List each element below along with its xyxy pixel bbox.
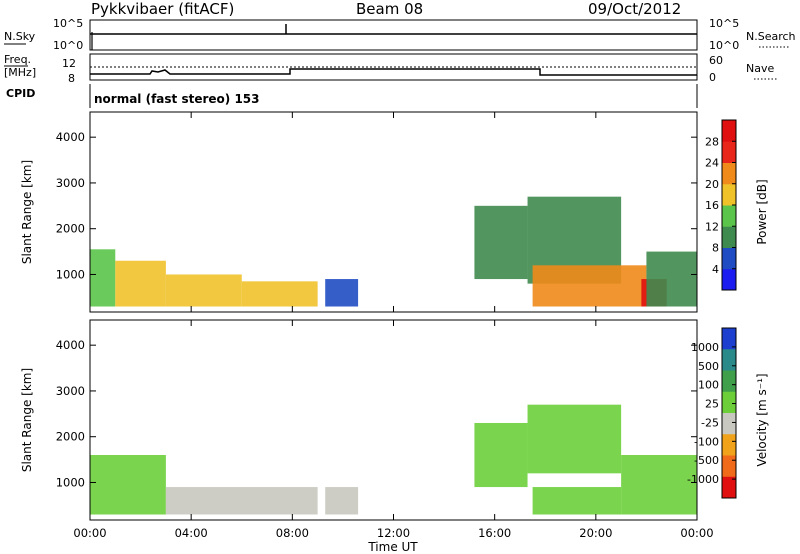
y-tick-label: 4000: [56, 130, 85, 144]
data-region-3: [474, 422, 528, 488]
data-region-5: [532, 487, 622, 515]
x-tick-label: 08:00: [276, 526, 309, 540]
station-title: Pykkvibaer (fitACF): [91, 0, 234, 18]
data-region-4: [325, 279, 359, 307]
colorbar-swatch: [722, 328, 736, 350]
colorbar-swatch: [722, 183, 736, 206]
colorbar-frame: [721, 327, 737, 499]
nave-tick-bottom: 0: [709, 71, 716, 84]
nsearch-tick-bottom: 10^0: [709, 39, 739, 52]
y-tick-label: 2000: [56, 222, 85, 236]
colorbar-tick-label: -1000: [687, 473, 719, 486]
y-tick-label: 3000: [56, 384, 85, 398]
time-xlabel: Time UT: [367, 540, 418, 554]
data-region-0: [90, 455, 166, 515]
nsky-tick-bottom: 10^0: [53, 39, 83, 52]
data-region-4: [527, 404, 622, 474]
freq-tick-top: 12: [62, 57, 76, 70]
colorbar-tick-label: 12: [705, 220, 719, 233]
date-title: 09/Oct/2012: [588, 0, 681, 18]
colorbar-swatch: [722, 370, 736, 393]
power-panel: 1000 2000 3000 4000 Slant Range [km]: [20, 111, 698, 313]
power-cbar-label: Power [dB]: [755, 179, 769, 244]
cpid-label: CPID: [6, 87, 35, 100]
freq-strip: Freq. [MHz] 12 8 60 0 Nave: [4, 53, 778, 85]
colorbar-swatch: [722, 434, 736, 456]
cpid-strip: CPID normal (fast stereo) 153: [6, 84, 698, 108]
velocity-colorbar: 1000 500 100 25 -25 -100 -500 -1000: [687, 327, 737, 499]
data-region-0: [90, 249, 116, 307]
x-tick-label: 20:00: [579, 526, 612, 540]
data-region-9: [646, 251, 697, 307]
nave-label: Nave: [746, 62, 774, 75]
colorbar-tick-label: 16: [705, 199, 719, 212]
colorbar-tick-label: -500: [694, 454, 719, 467]
colorbar-swatch: [722, 226, 736, 248]
y-tick-label: 1000: [56, 475, 85, 489]
freq-tick-bottom: 8: [68, 72, 75, 85]
colorbar-swatch: [722, 120, 736, 142]
power-ylabel: Slant Range [km]: [20, 160, 34, 264]
x-tick-label: 04:00: [175, 526, 208, 540]
velocity-data-cells: [90, 404, 697, 515]
x-tick-label: 16:00: [478, 526, 511, 540]
colorbar-tick-label: 500: [698, 360, 719, 373]
nsky-strip: N.Sky 10^5 10^0 10^5 10^0 N.Search: [4, 17, 796, 52]
colorbar-tick-label: 25: [705, 398, 719, 411]
colorbar-tick-label: 100: [698, 379, 719, 392]
x-tick-label: 00:00: [73, 526, 106, 540]
colorbar-swatch: [722, 476, 736, 499]
colorbar-tick-label: 28: [705, 135, 719, 148]
colorbar-swatch: [722, 247, 736, 270]
data-region-2: [325, 487, 359, 515]
data-region-5: [474, 205, 528, 280]
nsky-tick-top: 10^5: [53, 17, 83, 30]
y-tick-label: 4000: [56, 338, 85, 352]
colorbar-tick-label: 1000: [691, 341, 719, 354]
velocity-panel: 1000 2000 3000 4000 Slant Range [km]: [20, 319, 698, 521]
power-data-cells: [90, 196, 697, 307]
colorbar-swatch: [722, 413, 736, 435]
colorbar-tick-label: 24: [705, 157, 719, 170]
colorbar-swatch: [722, 162, 736, 185]
data-region-7: [532, 265, 647, 307]
y-tick-label: 2000: [56, 430, 85, 444]
colorbar-swatch: [722, 141, 736, 163]
data-region-1: [115, 260, 166, 307]
x-tick-label: 00:00: [680, 526, 713, 540]
nsearch-tick-top: 10^5: [709, 17, 739, 30]
velocity-cbar-label: Velocity [m s⁻¹]: [755, 373, 769, 466]
colorbar-swatch: [722, 205, 736, 227]
time-axis: 00:00 04:00 08:00 12:00 16:00 20:00 00:00: [73, 112, 714, 540]
colorbar-tick-label: -25: [701, 416, 719, 429]
nave-tick-top: 60: [709, 54, 723, 67]
nsky-label: N.Sky: [4, 30, 36, 43]
data-region-2: [165, 274, 242, 307]
y-tick-label: 3000: [56, 176, 85, 190]
freq-label-2: [MHz]: [4, 66, 36, 79]
x-tick-label: 12:00: [377, 526, 410, 540]
velocity-ylabel: Slant Range [km]: [20, 368, 34, 472]
colorbar-tick-label: -100: [694, 435, 719, 448]
colorbar-tick-label: 20: [705, 178, 719, 191]
data-region-1: [165, 487, 318, 515]
colorbar-swatch: [722, 349, 736, 371]
program-label: normal (fast stereo) 153: [94, 92, 260, 106]
freq-label-1: Freq.: [4, 53, 31, 66]
y-tick-label: 1000: [56, 267, 85, 281]
data-region-6: [621, 455, 697, 515]
data-region-3: [241, 281, 318, 307]
power-colorbar: 4 8 12 16 20 24 28: [705, 119, 737, 291]
colorbar-swatch: [722, 268, 736, 291]
colorbar-swatch: [722, 455, 736, 478]
colorbar-tick-label: 4: [712, 263, 719, 276]
colorbar-swatch: [722, 391, 736, 414]
nsearch-label: N.Search: [746, 30, 796, 43]
colorbar-tick-label: 8: [712, 242, 719, 255]
beam-title: Beam 08: [356, 0, 423, 18]
